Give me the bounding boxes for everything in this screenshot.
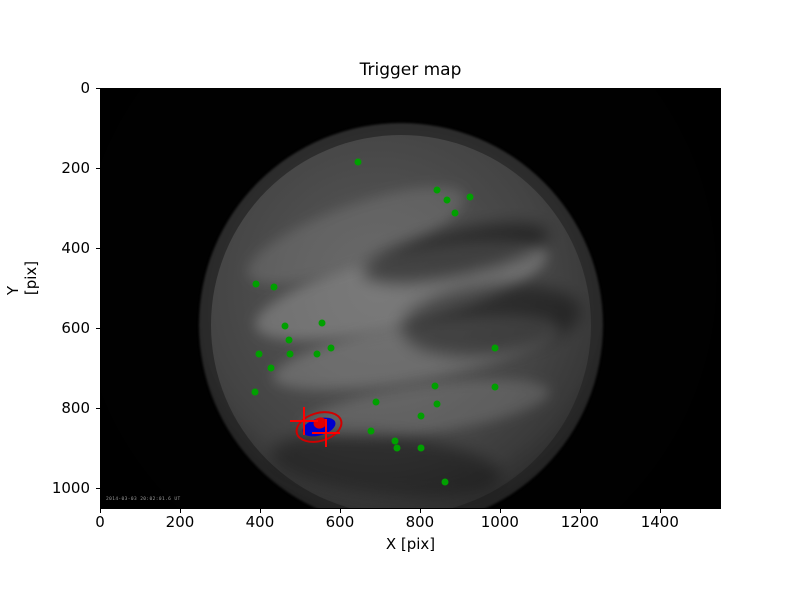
y-tick-label: 600 <box>61 318 90 337</box>
x-tick-label: 1200 <box>560 513 599 531</box>
scatter-point <box>417 444 425 452</box>
scatter-point <box>451 209 459 217</box>
allsky-camera-image: 2014-03-03 20:02:01.6 UT <box>101 89 720 508</box>
scatter-point <box>391 437 399 445</box>
x-tick <box>659 509 661 513</box>
scatter-point <box>433 186 441 194</box>
y-tick <box>96 247 100 249</box>
camera-timestamp: 2014-03-03 20:02:01.6 UT <box>106 497 181 502</box>
y-tick-label: 400 <box>61 238 90 257</box>
y-tick-label: 800 <box>61 398 90 417</box>
x-tick <box>179 509 181 513</box>
scatter-point <box>441 478 449 486</box>
image-vignette <box>101 89 720 508</box>
y-tick <box>96 487 100 489</box>
x-tick-label: 800 <box>405 513 435 531</box>
x-tick-label: 0 <box>95 513 105 531</box>
scatter-point <box>491 344 499 352</box>
y-tick <box>96 167 100 169</box>
x-tick-label: 1000 <box>480 513 519 531</box>
y-axis-label-wrap: Y [pix] <box>4 0 40 600</box>
scatter-point <box>270 283 278 290</box>
scatter-point <box>393 444 401 452</box>
x-tick <box>100 509 101 513</box>
x-tick-label: 200 <box>165 513 195 531</box>
scatter-point <box>431 382 439 390</box>
scatter-point <box>286 350 294 358</box>
scatter-point <box>313 350 321 358</box>
scatter-point <box>491 383 499 391</box>
scatter-point <box>466 193 474 201</box>
x-tick <box>339 509 341 513</box>
scatter-point <box>267 364 275 372</box>
y-axis-label: Y [pix] <box>4 260 40 296</box>
scatter-point <box>367 427 374 435</box>
scatter-point <box>372 398 380 406</box>
x-tick <box>419 509 421 513</box>
y-tick <box>96 327 100 329</box>
y-tick-label: 1000 <box>51 478 90 497</box>
scatter-point <box>417 412 425 420</box>
scatter-point <box>443 196 451 204</box>
scatter-point <box>327 344 335 352</box>
chart-title: Trigger map <box>359 60 462 80</box>
x-tick-label: 400 <box>245 513 275 531</box>
scatter-point <box>318 319 326 327</box>
x-tick <box>579 509 581 513</box>
plot-axes: 2014-03-03 20:02:01.6 UT <box>100 88 721 509</box>
x-tick <box>499 509 501 513</box>
scatter-point <box>255 350 263 358</box>
x-tick-label: 1400 <box>640 513 679 531</box>
y-tick-label: 200 <box>61 158 90 177</box>
x-tick <box>259 509 261 513</box>
y-tick <box>96 407 100 409</box>
y-tick <box>96 88 100 89</box>
x-tick-label: 600 <box>325 513 355 531</box>
scatter-point <box>252 280 260 288</box>
scatter-point <box>354 158 362 166</box>
y-tick-label: 0 <box>80 79 90 97</box>
x-axis-label: X [pix] <box>385 535 436 553</box>
scatter-point <box>281 322 289 330</box>
scatter-point <box>251 388 259 396</box>
scatter-point <box>285 336 293 344</box>
scatter-point <box>433 400 441 408</box>
